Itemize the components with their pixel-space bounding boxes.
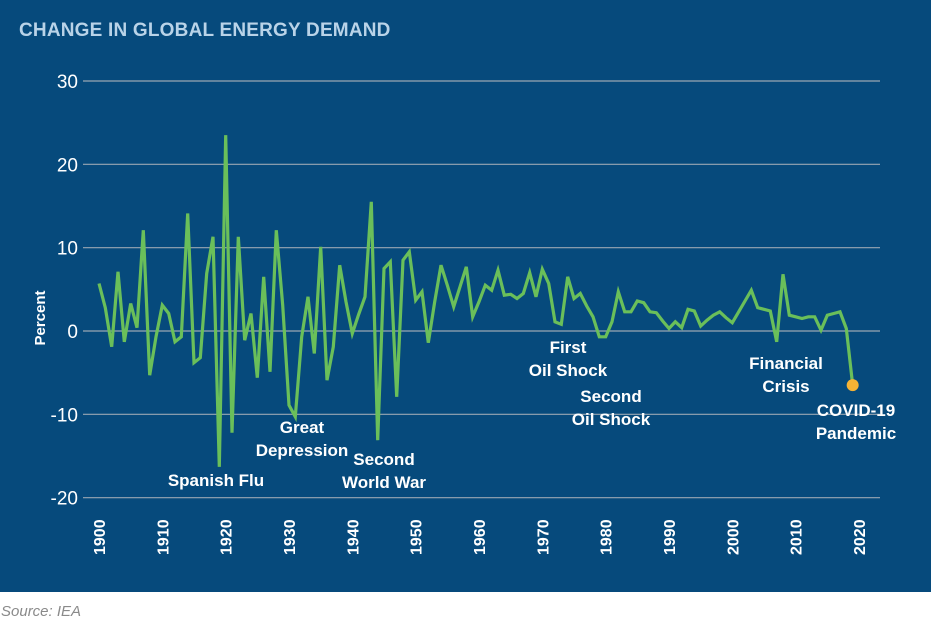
annotation-spanish-flu: Spanish Flu bbox=[168, 471, 264, 490]
x-tick-1910: 1910 bbox=[155, 519, 172, 555]
y-tick-labels: 30 20 10 0 -10 -20 bbox=[51, 72, 78, 510]
x-tick-labels: 1900 1910 1920 1930 1940 1950 1960 1970 1980 1990… bbox=[92, 519, 869, 555]
x-tick-1920: 1920 bbox=[219, 519, 236, 555]
covid-point bbox=[846, 379, 859, 392]
x-tick-1930: 1930 bbox=[282, 519, 299, 555]
x-tick-1960: 1960 bbox=[472, 519, 489, 555]
y-tick--20: -20 bbox=[51, 489, 78, 510]
annotation-great-depression-2: Depression bbox=[256, 441, 349, 460]
annotation-second-oil-shock-1: Second bbox=[580, 387, 641, 406]
x-tick-2000: 2000 bbox=[725, 519, 742, 555]
y-tick-0: 0 bbox=[67, 322, 78, 343]
annotation-first-oil-shock-1: First bbox=[550, 338, 587, 357]
source-note: Source: IEA bbox=[1, 603, 82, 620]
annotation-world-war-2: World War bbox=[342, 473, 426, 492]
x-tick-1900: 1900 bbox=[92, 519, 109, 555]
annotation-covid-1: COVID-19 bbox=[817, 401, 895, 420]
y-tick-30: 30 bbox=[57, 72, 78, 93]
x-tick-2010: 2010 bbox=[789, 519, 806, 555]
chart-panel bbox=[0, 0, 931, 592]
x-tick-1940: 1940 bbox=[345, 519, 362, 555]
annotation-second-oil-shock-2: Oil Shock bbox=[572, 410, 651, 429]
y-tick--10: -10 bbox=[51, 405, 78, 426]
x-tick-1950: 1950 bbox=[409, 519, 426, 555]
series-line bbox=[97, 135, 855, 467]
annotation-financial-crisis-1: Financial bbox=[749, 354, 823, 373]
annotation-financial-crisis-2: Crisis bbox=[762, 377, 809, 396]
x-tick-1970: 1970 bbox=[535, 519, 552, 555]
x-tick-1990: 1990 bbox=[662, 519, 679, 555]
y-tick-10: 10 bbox=[57, 239, 78, 260]
x-tick-2020: 2020 bbox=[852, 519, 869, 555]
y-axis-label: Percent bbox=[32, 290, 49, 345]
x-tick-1980: 1980 bbox=[599, 519, 616, 555]
y-tick-20: 20 bbox=[57, 155, 78, 176]
annotation-first-oil-shock-2: Oil Shock bbox=[529, 361, 608, 380]
annotation-covid-2: Pandemic bbox=[816, 424, 896, 443]
annotation-great-depression-1: Great bbox=[280, 418, 325, 437]
annotations: Spanish Flu Great Depression Second Worl… bbox=[168, 338, 896, 492]
chart-title: CHANGE IN GLOBAL ENERGY DEMAND bbox=[19, 20, 391, 41]
gridlines bbox=[83, 80, 880, 499]
annotation-world-war-1: Second bbox=[353, 450, 414, 469]
